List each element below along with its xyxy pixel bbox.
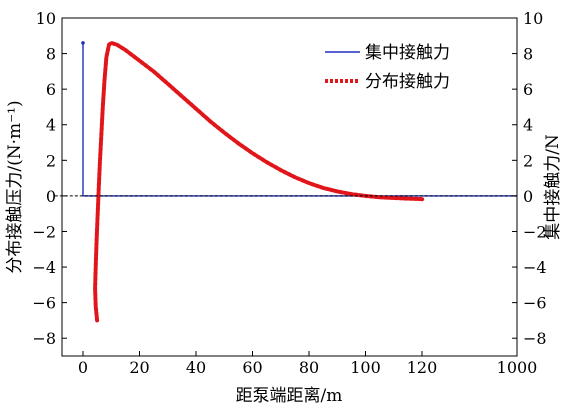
y-axis-title-left: 分布接触压力/(N·m⁻¹) (5, 100, 25, 273)
y-tick-label-right-3: −2 (523, 222, 547, 241)
y-tick-label-left-7: 6 (46, 80, 56, 99)
y-tick-label-right-6: 4 (523, 116, 533, 135)
y-tick-label-left-6: 4 (46, 116, 56, 135)
y-tick-label-right-7: 6 (523, 80, 533, 99)
y-tick-label-right-5: 2 (523, 151, 533, 170)
chart-marks (54, 40, 517, 323)
x-axis-title: 距泵端距离/m (236, 386, 343, 406)
x-tick-label-3: 60 (242, 358, 262, 377)
y-tick-label-left-4: 0 (46, 187, 56, 206)
y-tick-label-left-5: 2 (46, 151, 56, 170)
y-tick-label-left-9: 10 (36, 9, 56, 28)
x-tick-label-6: 120 (407, 358, 438, 377)
x-tick-label-4: 80 (299, 358, 319, 377)
legend-label-distributed: 分布接触力 (365, 72, 450, 92)
legend-label-concentrated: 集中接触力 (365, 43, 450, 63)
y-tick-label-left-1: −6 (32, 294, 56, 313)
x-tick-label-2: 40 (186, 358, 206, 377)
y-tick-label-right-8: 8 (523, 45, 533, 64)
y-tick-label-left-8: 8 (46, 45, 56, 64)
y-tick-label-right-1: −6 (523, 294, 547, 313)
y-tick-label-right-0: −8 (523, 329, 547, 348)
y-tick-label-left-0: −8 (32, 329, 56, 348)
y-tick-label-right-4: 0 (523, 187, 533, 206)
legend: 集中接触力 分布接触力 (325, 43, 450, 92)
plot-frame (61, 17, 518, 357)
y-tick-label-left-2: −4 (32, 258, 56, 277)
x-tick-label-7: 1000 (497, 358, 538, 377)
y-tick-label-right-2: −4 (523, 258, 547, 277)
x-tick-label-1: 20 (129, 358, 149, 377)
series-line-1 (93, 40, 425, 323)
x-tick-label-0: 0 (78, 358, 88, 377)
series-line-0 (82, 42, 517, 197)
y-axis-title-right: 集中接触力/N (543, 134, 563, 240)
x-tick-label-5: 100 (350, 358, 381, 377)
axis-ticks: 0 20 40 60 80 100 120 1000 −8 −8 −6 −6 −4 −4 −2 −2 0 0 2 2 4… (32, 9, 546, 377)
y-tick-label-left-3: −2 (32, 222, 56, 241)
concentrated-force-marker (81, 41, 85, 45)
y-tick-label-right-9: 10 (523, 9, 543, 28)
